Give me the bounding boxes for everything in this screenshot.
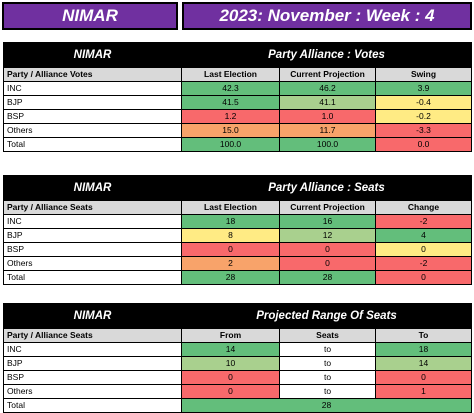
change-value: 0: [374, 270, 473, 285]
seats-col-party: Party / Alliance Seats: [3, 200, 182, 215]
to-value: 0: [375, 370, 472, 385]
current-value: 12: [279, 228, 376, 243]
table-row: INC 18 16 -2: [3, 214, 473, 229]
current-value: 1.0: [279, 109, 376, 124]
current-value: 0: [279, 256, 376, 271]
to-separator: to: [279, 356, 376, 371]
last-value: 1.2: [181, 109, 280, 124]
table-row: BJP 41.5 41.1 -0.4: [3, 95, 472, 110]
table-row: BSP 0 0 0: [3, 242, 473, 257]
current-value: 46.2: [279, 81, 376, 96]
range-title: Projected Range Of Seats: [181, 303, 472, 329]
swing-value: 0.0: [375, 137, 472, 152]
table-row: INC 42.3 46.2 3.9: [3, 81, 472, 96]
party-label: Total: [3, 137, 182, 152]
total-seats-value: 28: [181, 398, 472, 413]
range-col-from: From: [181, 328, 280, 343]
period-header: 2023: November : Week : 4: [182, 2, 472, 30]
to-value: 18: [375, 342, 472, 357]
to-value: 14: [375, 356, 472, 371]
last-value: 42.3: [181, 81, 280, 96]
last-value: 15.0: [181, 123, 280, 138]
table-row: Total 28 28 0: [3, 270, 473, 285]
last-value: 8: [181, 228, 280, 243]
table-row: INC 14 to 18: [3, 342, 472, 357]
last-value: 41.5: [181, 95, 280, 110]
range-col-to: To: [375, 328, 472, 343]
party-label: INC: [3, 342, 182, 357]
from-value: 10: [181, 356, 280, 371]
party-label: Others: [3, 256, 182, 271]
party-label: INC: [3, 214, 182, 229]
from-value: 14: [181, 342, 280, 357]
seats-col-last: Last Election: [181, 200, 280, 215]
table-row: Others 0 to 1: [3, 384, 472, 399]
range-col-party: Party / Alliance Seats: [3, 328, 182, 343]
to-separator: to: [279, 370, 376, 385]
seats-col-current: Current Projection: [279, 200, 376, 215]
to-separator: to: [279, 384, 376, 399]
party-label: BJP: [3, 228, 182, 243]
last-value: 100.0: [181, 137, 280, 152]
swing-value: -0.4: [375, 95, 472, 110]
party-label: INC: [3, 81, 182, 96]
from-value: 0: [181, 384, 280, 399]
party-label: Total: [3, 398, 182, 413]
current-value: 100.0: [279, 137, 376, 152]
from-value: 0: [181, 370, 280, 385]
change-value: -2: [374, 256, 473, 271]
votes-col-swing: Swing: [375, 67, 472, 82]
party-label: Total: [3, 270, 182, 285]
votes-region: NIMAR: [3, 42, 182, 68]
swing-value: 3.9: [375, 81, 472, 96]
party-label: BJP: [3, 95, 182, 110]
current-value: 11.7: [279, 123, 376, 138]
votes-col-last: Last Election: [181, 67, 280, 82]
last-value: 2: [181, 256, 280, 271]
table-row: BSP 0 to 0: [3, 370, 472, 385]
current-value: 41.1: [279, 95, 376, 110]
votes-table: NIMAR Party Alliance : Votes Party / All…: [3, 42, 472, 152]
party-label: Others: [3, 123, 182, 138]
party-label: Others: [3, 384, 182, 399]
current-value: 0: [279, 242, 376, 257]
last-value: 28: [181, 270, 280, 285]
current-value: 16: [279, 214, 376, 229]
votes-title: Party Alliance : Votes: [181, 42, 472, 68]
party-label: BSP: [3, 370, 182, 385]
region-header: NIMAR: [2, 2, 178, 30]
votes-col-party: Party / Alliance Votes: [3, 67, 182, 82]
seats-col-change: Change: [374, 200, 473, 215]
table-row: Total 100.0 100.0 0.0: [3, 137, 472, 152]
table-row: Others 15.0 11.7 -3.3: [3, 123, 472, 138]
party-label: BSP: [3, 109, 182, 124]
table-row: BJP 8 12 4: [3, 228, 473, 243]
change-value: 0: [374, 242, 473, 257]
swing-value: -0.2: [375, 109, 472, 124]
votes-col-current: Current Projection: [279, 67, 376, 82]
change-value: -2: [374, 214, 473, 229]
swing-value: -3.3: [375, 123, 472, 138]
to-value: 1: [375, 384, 472, 399]
table-row: Others 2 0 -2: [3, 256, 473, 271]
seats-title: Party Alliance : Seats: [180, 175, 473, 201]
range-table: NIMAR Projected Range Of Seats Party / A…: [3, 303, 472, 413]
table-row: BJP 10 to 14: [3, 356, 472, 371]
current-value: 28: [279, 270, 376, 285]
last-value: 18: [181, 214, 280, 229]
range-region: NIMAR: [3, 303, 182, 329]
range-col-seats: Seats: [279, 328, 376, 343]
last-value: 0: [181, 242, 280, 257]
table-row: BSP 1.2 1.0 -0.2: [3, 109, 472, 124]
to-separator: to: [279, 342, 376, 357]
party-label: BJP: [3, 356, 182, 371]
seats-table: NIMAR Party Alliance : Seats Party / All…: [3, 175, 473, 285]
seats-region: NIMAR: [3, 175, 182, 201]
table-row: Total 28: [3, 398, 472, 413]
party-label: BSP: [3, 242, 182, 257]
change-value: 4: [374, 228, 473, 243]
